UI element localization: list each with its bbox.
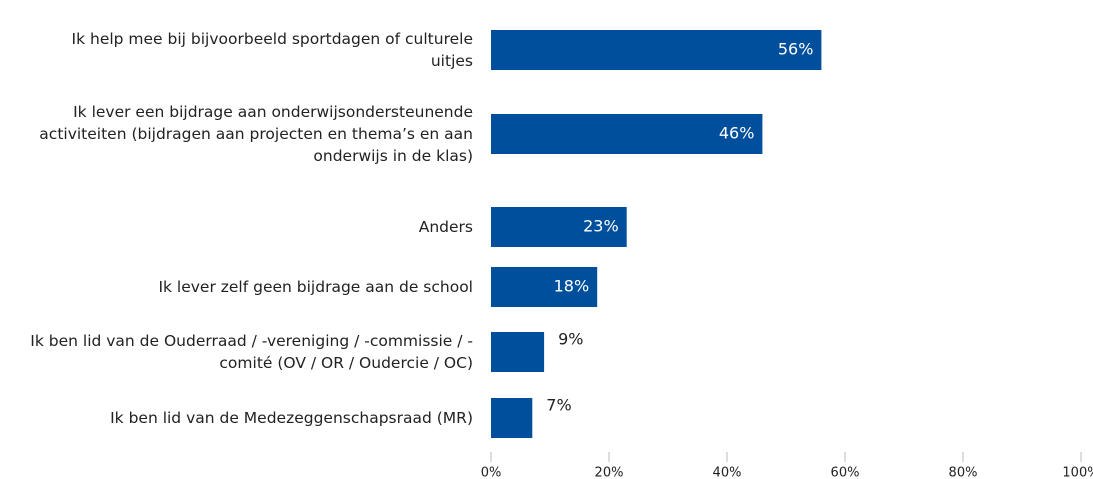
x-tick-label: 80% (949, 466, 978, 479)
bar (491, 114, 763, 154)
bar (491, 332, 545, 372)
x-tick-label: 60% (831, 466, 860, 479)
value-label: 9% (558, 330, 583, 349)
category-label: Ik lever zelf geen bijdrage aan de schoo… (158, 278, 473, 296)
category-label: Ik help mee bij bijvoorbeeld sportdagen … (71, 30, 473, 70)
x-tick-label: 0% (481, 466, 502, 479)
bar (491, 398, 533, 438)
category-label: Ik lever een bijdrage aan onderwijsonder… (39, 103, 473, 165)
x-tick-label: 20% (595, 466, 624, 479)
category-label: Anders (418, 218, 473, 236)
value-label: 23% (583, 217, 619, 236)
value-label: 46% (719, 124, 755, 143)
value-label: 56% (778, 40, 814, 59)
value-label: 7% (546, 396, 571, 415)
bar (491, 207, 627, 247)
x-tick-label: 100% (1062, 466, 1093, 479)
category-label: Ik ben lid van de Ouderraad / -verenigin… (30, 332, 473, 372)
x-tick-label: 40% (713, 466, 742, 479)
bar (491, 30, 822, 70)
value-label: 18% (554, 277, 590, 296)
bar (491, 267, 598, 307)
category-label: Ik ben lid van de Medezeggenschapsraad (… (110, 409, 473, 427)
